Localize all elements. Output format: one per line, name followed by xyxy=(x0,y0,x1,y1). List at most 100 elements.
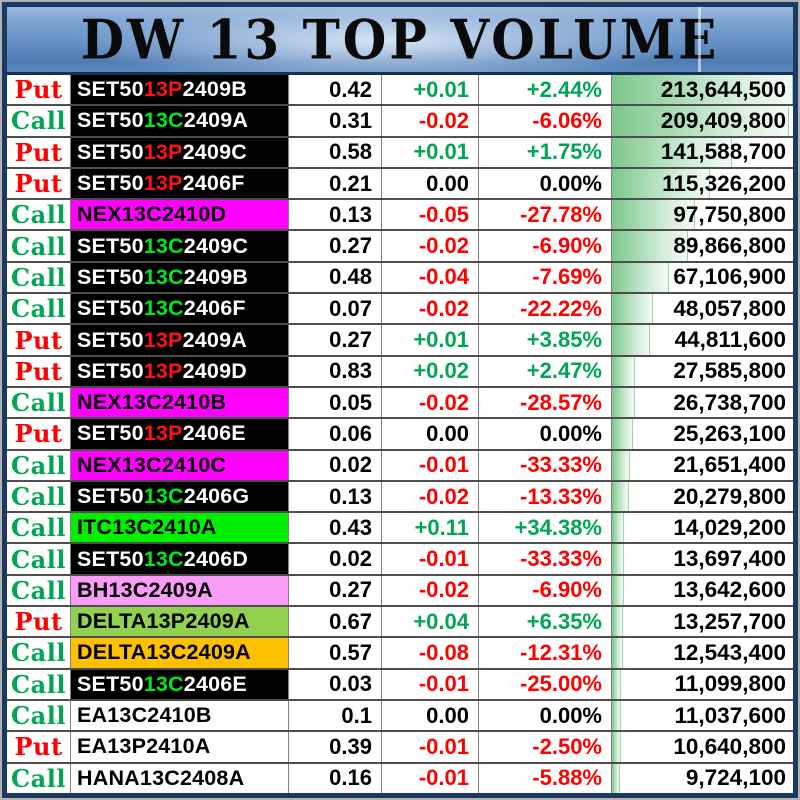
volume-bar xyxy=(612,262,669,293)
symbol-cell: ITC13C2410A xyxy=(71,513,289,543)
side-cell: Call xyxy=(7,262,71,293)
change-pct-cell: -2.50% xyxy=(479,732,612,762)
change-cell: -0.02 xyxy=(382,231,479,261)
table-row: Call SET50 13C 2409B 0.48 -0.04 -7.69% 67,… xyxy=(7,262,793,295)
volume-cell: 209,409,800 xyxy=(612,106,793,136)
side-cell: Call xyxy=(7,294,71,324)
table-row: Call SET50 13C 2406G 0.13 -0.02 -13.33% 20… xyxy=(7,481,793,514)
table-row: Put SET50 13P 2409D 0.83 +0.02 +2.47% 27,5… xyxy=(7,356,793,388)
volume-label: 21,651,400 xyxy=(673,452,786,478)
volume-label: 44,811,600 xyxy=(674,327,786,353)
change-pct-cell: +3.85% xyxy=(479,325,612,355)
symbol-cell: SET50 13P 2409C xyxy=(71,137,289,167)
change-pct-cell: -27.78% xyxy=(479,200,612,230)
change-cell: -0.01 xyxy=(382,732,479,762)
change-cell: +0.04 xyxy=(382,607,479,637)
volume-cell: 25,263,100 xyxy=(612,419,793,449)
symbol-cell: EA13P2410A xyxy=(71,732,289,762)
symbol-cell: SET50 13C 2409A xyxy=(71,106,289,136)
symbol-cell: SET50 13P 2409D xyxy=(71,356,289,386)
volume-label: 11,037,600 xyxy=(674,702,786,728)
volume-label: 89,866,800 xyxy=(673,233,786,259)
change-cell: -0.02 xyxy=(382,575,479,606)
table-row: Call NEX13C2410B 0.05 -0.02 -28.57% 26,7… xyxy=(7,387,793,420)
volume-cell: 21,651,400 xyxy=(612,450,793,480)
volume-cell: 9,724,100 xyxy=(612,763,793,793)
table-row: Put SET50 13P 2406E 0.06 0.00 0.00% 25,263… xyxy=(7,419,793,451)
volume-cell: 20,279,800 xyxy=(612,481,793,512)
change-cell: -0.02 xyxy=(382,294,479,324)
table-row: Call HANA13C2408A 0.16 -0.01 -5.88% 9,72… xyxy=(7,763,793,793)
change-pct-cell: -6.06% xyxy=(479,106,612,136)
symbol-cell: SET50 13P 2406E xyxy=(71,419,289,449)
change-cell: +0.02 xyxy=(382,356,479,386)
change-cell: 0.00 xyxy=(382,700,479,731)
volume-bar xyxy=(612,607,624,637)
change-cell: -0.02 xyxy=(382,106,479,136)
change-cell: -0.01 xyxy=(382,669,479,699)
side-cell: Put xyxy=(7,325,71,355)
table-row: Put SET50 13P 2409B 0.42 +0.01 +2.44% 213,… xyxy=(7,75,793,107)
volume-bar xyxy=(612,513,624,543)
price-cell: 0.58 xyxy=(289,137,382,167)
volume-bar xyxy=(612,325,650,355)
table-row: Put SET50 13P 2409A 0.27 +0.01 +3.85% 44,8… xyxy=(7,325,793,357)
symbol-cell: SET50 13P 2409A xyxy=(71,325,289,355)
change-cell: +0.01 xyxy=(382,325,479,355)
volume-label: 11,099,800 xyxy=(674,671,786,697)
side-cell: Call xyxy=(7,513,71,543)
side-cell: Put xyxy=(7,607,71,637)
volume-bar xyxy=(612,168,710,199)
change-cell: -0.04 xyxy=(382,262,479,293)
volume-cell: 10,640,800 xyxy=(612,732,793,762)
symbol-cell: NEX13C2410D xyxy=(71,200,289,230)
change-cell: -0.01 xyxy=(382,544,479,574)
price-cell: 0.27 xyxy=(289,575,382,606)
change-pct-cell: 0.00% xyxy=(479,419,612,449)
change-cell: -0.01 xyxy=(382,763,479,793)
volume-label: 27,585,800 xyxy=(673,358,786,384)
volume-cell: 11,037,600 xyxy=(612,700,793,731)
volume-label: 10,640,800 xyxy=(673,733,786,759)
volume-label: 20,279,800 xyxy=(673,483,786,509)
volume-bar xyxy=(612,481,630,512)
change-cell: -0.05 xyxy=(382,200,479,230)
change-pct-cell: -6.90% xyxy=(479,231,612,261)
price-cell: 0.83 xyxy=(289,356,382,386)
side-cell: Call xyxy=(7,700,71,731)
volume-bar xyxy=(612,638,623,668)
side-cell: Call xyxy=(7,575,71,606)
symbol-cell: EA13C2410B xyxy=(71,700,289,731)
volume-label: 213,644,500 xyxy=(660,76,786,102)
price-cell: 0.03 xyxy=(289,669,382,699)
volume-label: 9,724,100 xyxy=(685,765,786,791)
volume-cell: 67,106,900 xyxy=(612,262,793,293)
side-cell: Call xyxy=(7,387,71,418)
price-cell: 0.31 xyxy=(289,106,382,136)
table-row: Call SET50 13C 2406E 0.03 -0.01 -25.00% 11… xyxy=(7,669,793,701)
volume-bar xyxy=(612,137,732,167)
volume-cell: 141,588,700 xyxy=(612,137,793,167)
volume-label: 115,326,200 xyxy=(662,170,786,196)
side-cell: Call xyxy=(7,638,71,668)
price-cell: 0.48 xyxy=(289,262,382,293)
volume-bar xyxy=(612,700,622,731)
symbol-cell: HANA13C2408A xyxy=(71,763,289,793)
volume-table: Put SET50 13P 2409B 0.42 +0.01 +2.44% 213,… xyxy=(7,75,793,793)
side-cell: Put xyxy=(7,732,71,762)
symbol-cell: SET50 13C 2406E xyxy=(71,669,289,699)
volume-bar xyxy=(612,544,624,574)
volume-bar xyxy=(612,294,653,324)
table-row: Call NEX13C2410C 0.02 -0.01 -33.33% 21,6… xyxy=(7,450,793,482)
change-pct-cell: -7.69% xyxy=(479,262,612,293)
volume-bar xyxy=(612,419,634,449)
volume-bar xyxy=(612,669,622,699)
volume-bar xyxy=(612,75,793,105)
change-pct-cell: +2.47% xyxy=(479,356,612,386)
volume-cell: 11,099,800 xyxy=(612,669,793,699)
volume-cell: 13,642,600 xyxy=(612,575,793,606)
side-cell: Put xyxy=(7,356,71,386)
side-cell: Put xyxy=(7,168,71,199)
table-row: Call BH13C2409A 0.27 -0.02 -6.90% 13,642… xyxy=(7,575,793,608)
